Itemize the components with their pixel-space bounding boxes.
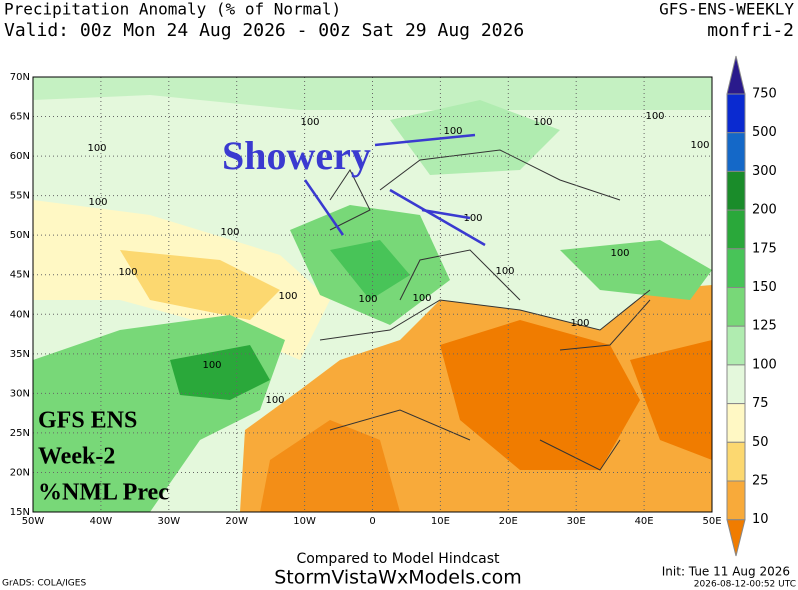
- anomaly-area: [260, 420, 400, 512]
- map: 100 100 100 100 100 100 100 100 100 100 100 100 100 1…: [32, 76, 713, 513]
- colorbar-label: 750: [752, 87, 777, 102]
- lat-label: 70N: [10, 72, 30, 83]
- colorbar-label: 75: [752, 396, 769, 411]
- lon-label: 0: [369, 516, 375, 527]
- lat-label: 65N: [10, 112, 30, 123]
- colorbar-segment: [726, 209, 746, 250]
- title: Precipitation Anomaly (% of Normal): [4, 0, 341, 19]
- model: GFS-ENS-WEEKLY: [659, 0, 794, 19]
- anomaly-area: [560, 240, 712, 300]
- lat-label: 45N: [10, 270, 30, 281]
- contour-label: 100: [87, 143, 106, 154]
- coastline: [319, 149, 651, 471]
- contour-label: 100: [533, 117, 552, 128]
- contour-label: 100: [645, 111, 664, 122]
- lon-label: 10E: [431, 516, 450, 527]
- lat-label: 25N: [10, 428, 30, 439]
- contour-label: 100: [495, 266, 514, 277]
- lat-label: 15N: [10, 507, 30, 518]
- colorbar-label: 150: [752, 280, 777, 295]
- colorbar: 750 500 300 200 175 150 125 100 75 50 25 10: [726, 55, 777, 557]
- footer-site: StormVistaWxModels.com: [274, 567, 522, 589]
- footer-stamp: 2026-08-12-00:52 UTC: [694, 580, 796, 590]
- lon-label: 50E: [702, 516, 721, 527]
- contour-label: 100: [463, 213, 482, 224]
- anomaly-area: [120, 250, 280, 320]
- anomaly-area: [630, 340, 712, 460]
- valid-time: Valid: 00z Mon 24 Aug 2026 - 00z Sat 29 …: [4, 20, 524, 41]
- contour-label: 100: [570, 318, 589, 329]
- colorbar-segment: [726, 325, 746, 366]
- colorbar-segment: [726, 441, 746, 482]
- lon-label: 30W: [157, 516, 180, 527]
- colorbar-segment: [726, 287, 746, 327]
- contour-label: 100: [443, 126, 462, 137]
- colorbar-segment: [726, 403, 746, 443]
- colorbar-label: 500: [752, 125, 777, 140]
- colorbar-label: 125: [752, 319, 777, 334]
- badge-line: %NML Prec: [38, 480, 169, 506]
- colorbar-label: 100: [752, 357, 777, 372]
- map-frame: [32, 76, 713, 513]
- colorbar-segment: [726, 248, 746, 289]
- lon-label: 40E: [635, 516, 654, 527]
- period: monfri-2: [707, 20, 794, 41]
- lon-label: 40W: [90, 516, 113, 527]
- annotation: Showery: [222, 133, 371, 178]
- lon-label: 50W: [22, 516, 45, 527]
- lon-label: 30E: [567, 516, 586, 527]
- contour-label: 100: [278, 291, 297, 302]
- badge-line: Week-2: [38, 444, 115, 470]
- colorbar-label: 50: [752, 435, 769, 450]
- contour-label: 100: [412, 293, 431, 304]
- lat-label: 60N: [10, 151, 30, 162]
- lat-label: 35N: [10, 349, 30, 360]
- contour-label: 100: [300, 117, 319, 128]
- footer-note: Compared to Model Hindcast: [296, 551, 500, 567]
- contour-label: 100: [358, 294, 377, 305]
- colorbar-segment: [726, 480, 746, 521]
- contour-label: 100: [690, 140, 709, 151]
- lon-label: 10W: [293, 516, 316, 527]
- colorbar-label: 25: [752, 474, 769, 489]
- colorbar-cap: [726, 519, 746, 557]
- colorbar-label: 175: [752, 241, 777, 256]
- contour-label: 100: [118, 267, 137, 278]
- colorbar-segment: [726, 132, 746, 172]
- anomaly-area: [330, 240, 410, 300]
- lat-label: 40N: [10, 309, 30, 320]
- lat-label: 30N: [10, 388, 30, 399]
- lat-label: 50N: [10, 230, 30, 241]
- anomaly-area: [170, 345, 270, 400]
- colorbar-label: 10: [752, 512, 769, 527]
- contour-label: 100: [265, 395, 284, 406]
- contour-label: 100: [610, 248, 629, 259]
- badge-line: GFS ENS: [38, 408, 137, 434]
- colorbar-segment: [726, 364, 746, 405]
- colorbar-segment: [726, 93, 746, 134]
- colorbar-label: 300: [752, 164, 777, 179]
- colorbar-cap: [726, 55, 746, 95]
- contour-label: 100: [220, 227, 239, 238]
- footer-init: Init: Tue 11 Aug 2026: [662, 565, 790, 579]
- colorbar-segment: [726, 170, 746, 211]
- colorbar-label: 200: [752, 203, 777, 218]
- footer-grads: GrADS: COLA/IGES: [2, 579, 86, 589]
- lat-label: 20N: [10, 467, 30, 478]
- contour-label: 100: [202, 360, 221, 371]
- contour-label: 100: [88, 197, 107, 208]
- lat-label: 55N: [10, 191, 30, 202]
- lon-label: 20W: [225, 516, 248, 527]
- annotation-arrows: [303, 133, 486, 247]
- lon-label: 20E: [499, 516, 518, 527]
